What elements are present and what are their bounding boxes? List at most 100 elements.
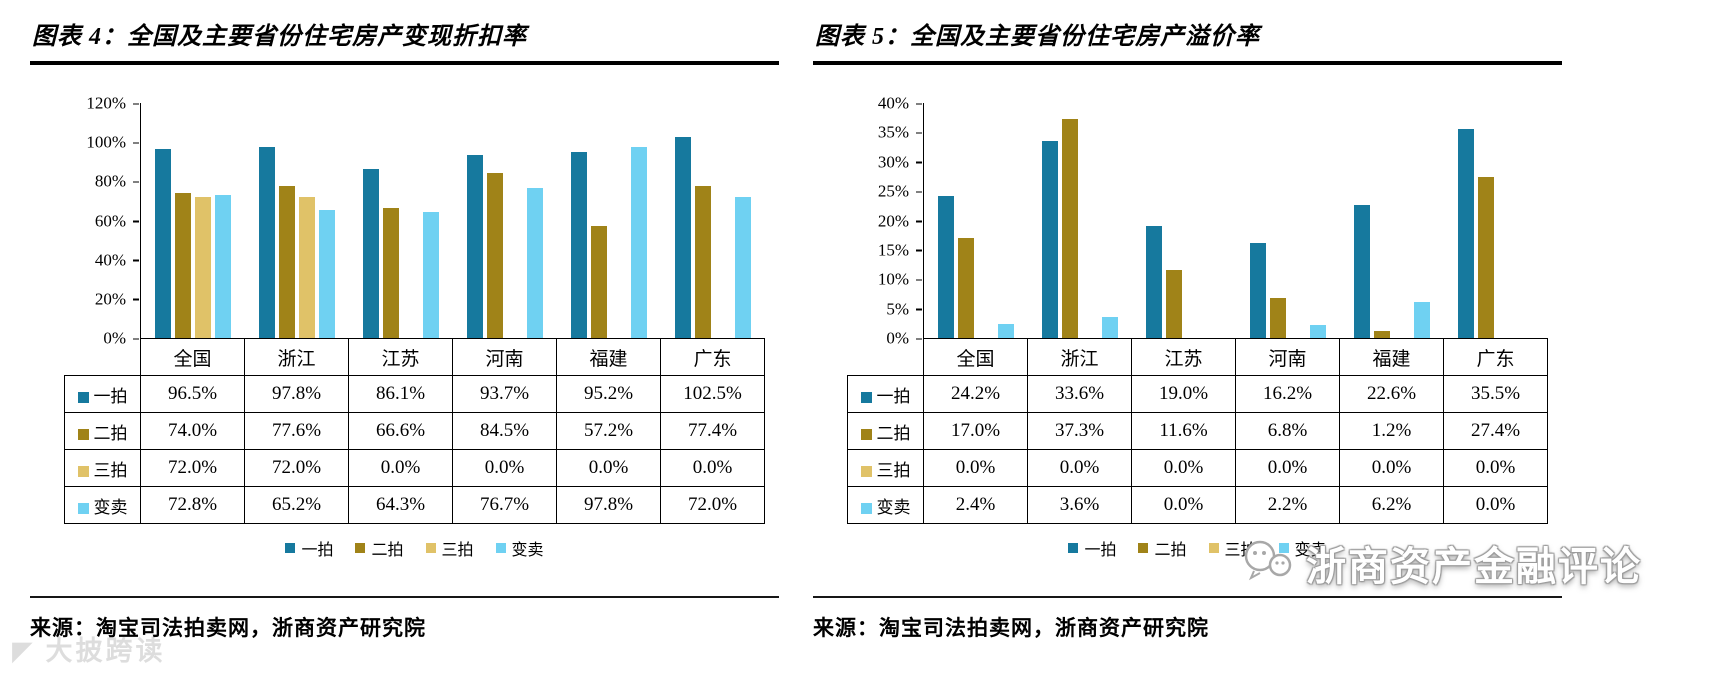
y-tick-label: 5%: [886, 299, 922, 319]
bar: [195, 197, 211, 338]
legend-swatch: [1138, 543, 1149, 553]
legend-swatch: [285, 543, 296, 553]
bar: [279, 186, 295, 338]
value-cell: 76.7%: [452, 486, 557, 524]
bar: [1354, 205, 1370, 338]
value-cell: 77.4%: [660, 412, 765, 450]
bar: [1414, 301, 1430, 338]
legend-label: 三拍: [441, 542, 474, 559]
value-cell: 102.5%: [660, 375, 765, 413]
value-cell: 66.6%: [348, 412, 453, 450]
value-cell: 97.8%: [244, 375, 349, 413]
value-cell: 22.6%: [1339, 375, 1444, 413]
y-tick-label: 20%: [94, 289, 140, 309]
plot-row: 0% 20% 40% 60% 80% 100% 120%: [64, 89, 765, 347]
bar: [958, 238, 974, 338]
value-cell: 72.0%: [140, 449, 245, 487]
bar-group-6: [661, 103, 765, 338]
legend-item: 变卖: [495, 536, 544, 560]
chart-premium-rate: 0% 5% 10% 15% 20% 25% 30% 35% 40% 全国 浙江 江苏 河南 福建 广东 一拍…: [847, 89, 1548, 560]
series-row-header: 变卖: [847, 486, 924, 524]
bar: [1310, 325, 1326, 338]
table-row: 变卖 2.4% 3.6% 0.0% 2.2% 6.2% 0.0%: [847, 486, 1548, 524]
series-swatch: [860, 502, 872, 514]
y-tick-label: 120%: [86, 93, 139, 113]
series-name: 变卖: [93, 497, 128, 517]
value-cell: 96.5%: [140, 375, 245, 413]
legend-swatch: [1278, 543, 1289, 553]
value-cell: 97.8%: [556, 486, 661, 524]
bar: [1146, 226, 1162, 338]
series-swatch: [77, 502, 89, 514]
chart-title: 图表 4：全国及主要省份住宅房产变现折扣率: [30, 14, 779, 65]
table-row: 三拍 0.0% 0.0% 0.0% 0.0% 0.0% 0.0%: [847, 449, 1548, 487]
bar-group-3: [349, 103, 453, 338]
bar: [591, 226, 607, 338]
value-cell: 35.5%: [1443, 375, 1548, 413]
y-tick-label: 35%: [877, 122, 923, 142]
source-text: 来源：淘宝司法拍卖网，浙商资产研究院: [813, 596, 1562, 642]
value-cell: 27.4%: [1443, 412, 1548, 450]
legend-swatch: [1068, 543, 1079, 553]
y-tick-label: 0%: [103, 328, 139, 348]
bar: [1062, 118, 1078, 338]
value-cell: 0.0%: [1235, 449, 1340, 487]
legend: 一拍 二拍 三拍 变卖: [847, 536, 1548, 560]
legend-item: 三拍: [425, 536, 474, 560]
bar: [735, 197, 751, 338]
legend-label: 一拍: [1084, 542, 1117, 559]
series-swatch: [860, 391, 872, 403]
bar-group-2: [245, 103, 349, 338]
y-tick-label: 25%: [877, 181, 923, 201]
legend-item: 一拍: [285, 536, 333, 560]
bar-group-5: [1340, 103, 1444, 338]
y-tick-label: 10%: [877, 269, 923, 289]
value-cell: 65.2%: [244, 486, 349, 524]
series-row-header: 三拍: [847, 449, 924, 487]
legend-item: 变卖: [1278, 536, 1327, 560]
data-table: 全国 浙江 江苏 河南 福建 广东 一拍 24.2% 33.6% 19.0% 16.2% 22.6% 3…: [847, 338, 1548, 524]
value-cell: 11.6%: [1131, 412, 1236, 450]
series-swatch: [77, 428, 89, 440]
bar: [631, 146, 647, 338]
table-row: 变卖 72.8% 65.2% 64.3% 76.7% 97.8% 72.0%: [64, 486, 765, 524]
y-axis: 0% 20% 40% 60% 80% 100% 120%: [64, 95, 140, 347]
bar-group-5: [557, 103, 661, 338]
y-tick-label: 0%: [886, 328, 922, 348]
series-name: 一拍: [876, 386, 911, 406]
series-row-header: 三拍: [64, 449, 141, 487]
legend-label: 一拍: [301, 542, 334, 559]
category-header: 河南: [1235, 338, 1340, 376]
bar: [675, 137, 691, 338]
legend-label: 三拍: [1224, 542, 1257, 559]
value-cell: 74.0%: [140, 412, 245, 450]
category-header: 江苏: [348, 338, 453, 376]
series-name: 三拍: [876, 460, 911, 480]
legend-item: 二拍: [1138, 536, 1187, 560]
bar: [998, 323, 1014, 338]
value-cell: 0.0%: [1131, 486, 1236, 524]
legend-item: 二拍: [355, 536, 404, 560]
legend-swatch: [1208, 543, 1219, 553]
value-cell: 0.0%: [556, 449, 661, 487]
value-cell: 2.2%: [1235, 486, 1340, 524]
legend-label: 二拍: [1154, 542, 1187, 559]
bar: [215, 195, 231, 338]
bar-group-4: [453, 103, 557, 338]
value-cell: 6.8%: [1235, 412, 1340, 450]
value-cell: 57.2%: [556, 412, 661, 450]
value-cell: 19.0%: [1131, 375, 1236, 413]
bar: [487, 172, 503, 338]
y-axis: 0% 5% 10% 15% 20% 25% 30% 35% 40%: [847, 95, 923, 347]
bar-group-6: [1444, 103, 1548, 338]
bar: [1270, 298, 1286, 338]
value-cell: 6.2%: [1339, 486, 1444, 524]
value-cell: 72.0%: [660, 486, 765, 524]
bar: [571, 151, 587, 338]
series-name: 二拍: [876, 423, 911, 443]
panel-discount-rate: 图表 4：全国及主要省份住宅房产变现折扣率 0% 20% 40% 60% 80% 100%…: [30, 14, 779, 642]
category-header: 浙江: [244, 338, 349, 376]
series-name: 变卖: [876, 497, 911, 517]
category-header: 全国: [923, 338, 1028, 376]
bar: [363, 169, 379, 338]
